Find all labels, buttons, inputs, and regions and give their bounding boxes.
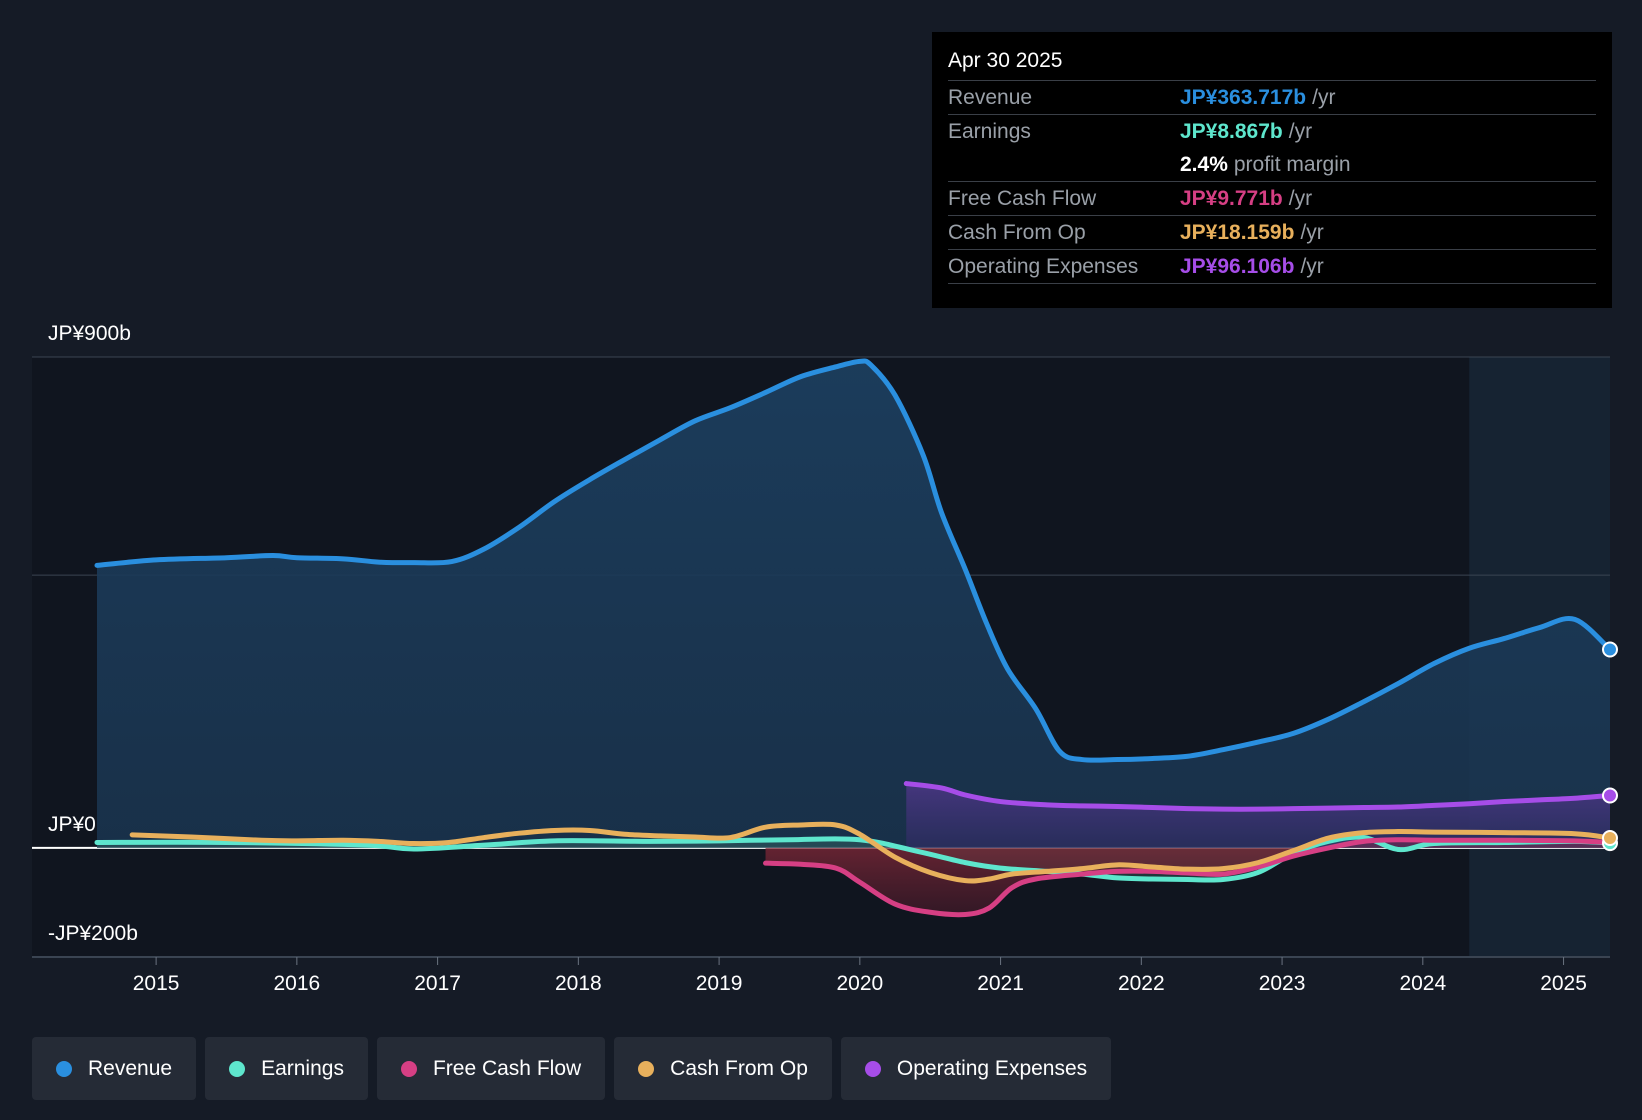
tooltip-row-cash-from-op: Cash From Op JP¥18.159b /yr (948, 215, 1596, 249)
free-cash-flow-area (765, 839, 1610, 915)
revenue-end-marker (1602, 641, 1618, 658)
tooltip-date: Apr 30 2025 (948, 49, 1063, 72)
tooltip-label: Revenue (948, 85, 1033, 109)
legend-label: Cash From Op (670, 1056, 808, 1080)
tooltip-label: Cash From Op (948, 220, 1086, 244)
x-tick-label: 2022 (1118, 972, 1165, 995)
tooltip-unit: /yr (1288, 119, 1313, 143)
legend-item-operating-expenses[interactable]: Operating Expenses (840, 1037, 1112, 1100)
tooltip-unit: /yr (1300, 220, 1324, 244)
x-tick-label: 2015 (133, 972, 180, 995)
tooltip-row-free-cash-flow: Free Cash Flow JP¥9.771b /yr (948, 181, 1596, 215)
tooltip-value: JP¥9.771b (1180, 186, 1283, 210)
legend-item-free-cash-flow[interactable]: Free Cash Flow (376, 1037, 606, 1100)
legend-label: Free Cash Flow (432, 1056, 582, 1080)
legend-item-revenue[interactable]: Revenue (32, 1037, 197, 1100)
x-tick-label: 2017 (414, 972, 461, 995)
x-tick-label: 2024 (1399, 972, 1446, 995)
legend-dot-icon (229, 1060, 246, 1077)
y-axis-bottom-label: -JP¥200b (48, 922, 138, 945)
legend-label: Operating Expenses (896, 1056, 1088, 1080)
tooltip-unit: profit margin (1233, 152, 1351, 176)
cash-from-op-line (129, 821, 1613, 884)
tooltip-value: JP¥363.717b (1180, 85, 1307, 109)
legend-item-earnings[interactable]: Earnings (205, 1037, 368, 1100)
x-tick-label: 2021 (977, 972, 1024, 995)
legend-label: Earnings (261, 1056, 344, 1080)
revenue-line (94, 358, 1613, 763)
tooltip-row-revenue: Revenue JP¥363.717b /yr (948, 80, 1596, 114)
tooltip-label: Operating Expenses (948, 254, 1139, 278)
x-tick-label: 2016 (273, 972, 320, 995)
tooltip-row-profit-margin: 2.4% profit margin (948, 148, 1596, 181)
tooltip-unit: /yr (1288, 186, 1313, 210)
cash-from-op-end-marker (1602, 830, 1618, 847)
tooltip-label: Free Cash Flow (948, 186, 1097, 210)
tooltip-label: Earnings (948, 119, 1031, 143)
x-axis-ticks: 2015 2016 2017 2018 2019 2020 2021 2022 2023 2024… (133, 957, 1587, 995)
x-tick-label: 2020 (836, 972, 883, 995)
revenue-area (97, 360, 1610, 848)
legend-dot-icon (638, 1060, 655, 1077)
x-tick-label: 2018 (555, 972, 602, 995)
series-end-markers (1602, 641, 1618, 852)
legend-dot-icon (864, 1060, 881, 1077)
legend-item-cash-from-op[interactable]: Cash From Op (614, 1037, 832, 1100)
legend-dot-icon (400, 1060, 417, 1077)
tooltip-unit: /yr (1300, 254, 1324, 278)
x-tick-label: 2019 (696, 972, 743, 995)
tooltip-row-operating-expenses: Operating Expenses JP¥96.106b /yr (948, 249, 1596, 284)
tooltip-row-earnings: Earnings JP¥8.867b /yr (948, 114, 1596, 148)
x-tick-label: 2025 (1540, 972, 1587, 995)
tooltip-panel: Apr 30 2025 Revenue JP¥363.717b /yr Earn… (932, 32, 1612, 308)
tooltip-value: JP¥18.159b (1180, 220, 1295, 244)
tooltip-unit: /yr (1312, 85, 1336, 109)
series-lines (94, 358, 1613, 918)
operating-expenses-line (903, 781, 1613, 812)
y-axis-top-label: JP¥900b (48, 322, 131, 345)
operating-expenses-end-marker (1602, 787, 1618, 804)
tooltip-value: JP¥8.867b (1180, 119, 1283, 143)
x-tick-label: 2023 (1259, 972, 1306, 995)
tooltip-value: 2.4% (1180, 152, 1228, 176)
legend: Revenue Earnings Free Cash Flow Cash Fro… (32, 1037, 1112, 1100)
tooltip-rows: Revenue JP¥363.717b /yr Earnings JP¥8.86… (948, 80, 1596, 284)
legend-label: Revenue (88, 1056, 173, 1080)
tooltip-value: JP¥96.106b (1180, 254, 1295, 278)
y-axis-zero-label: JP¥0 (48, 813, 96, 836)
legend-dot-icon (56, 1060, 72, 1077)
free-cash-flow-line (763, 837, 1613, 918)
